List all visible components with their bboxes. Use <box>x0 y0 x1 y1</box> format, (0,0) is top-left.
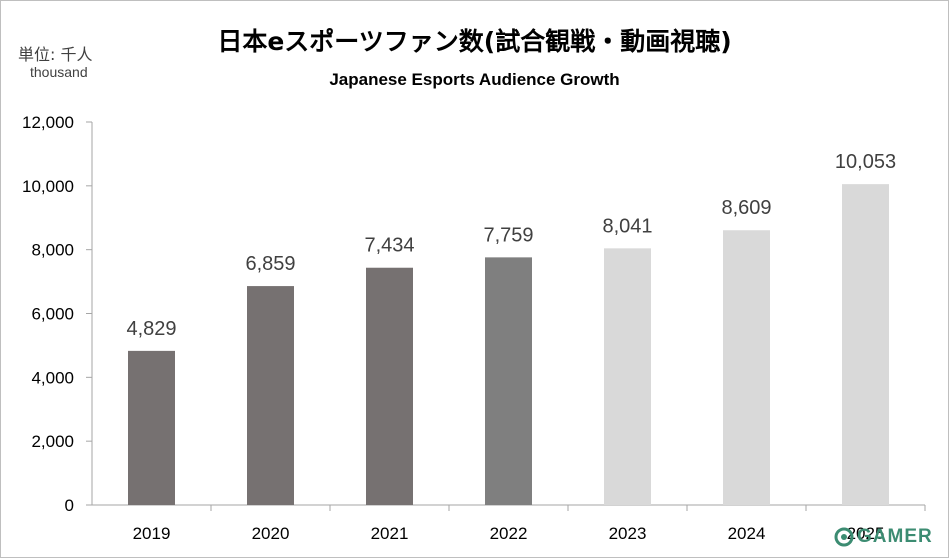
watermark-text: GAMER <box>857 526 933 547</box>
gamer-watermark: GAMER <box>834 526 933 548</box>
chart-subtitle: Japanese Esports Audience Growth <box>329 70 620 89</box>
gamer-logo-icon <box>834 527 854 547</box>
x-tick-label-2021: 2021 <box>371 524 409 543</box>
y-tick-label: 12,000 <box>22 113 74 132</box>
bar-2023 <box>604 248 651 505</box>
data-label-2021: 7,434 <box>364 235 414 257</box>
unit-label-en: thousand <box>30 64 88 80</box>
x-tick-label-2023: 2023 <box>609 524 647 543</box>
bar-2019 <box>128 350 175 505</box>
y-tick-label: 6,000 <box>31 305 74 324</box>
y-tick-label: 0 <box>65 496 74 515</box>
y-tick-label: 4,000 <box>31 368 74 387</box>
y-tick-label: 8,000 <box>31 241 74 260</box>
data-label-2019: 4,829 <box>126 318 176 340</box>
bar-2020 <box>247 286 294 505</box>
data-label-2025: 10,053 <box>835 151 896 173</box>
bar-2024 <box>723 230 770 505</box>
data-label-2022: 7,759 <box>483 224 533 246</box>
x-tick-label-2020: 2020 <box>252 524 290 543</box>
y-tick-label: 10,000 <box>22 177 74 196</box>
chart-title: 日本eスポーツファン数(試合観戦・動画視聴) <box>217 27 732 56</box>
y-tick-label: 2,000 <box>31 432 74 451</box>
bar-2025 <box>842 184 889 505</box>
x-tick-label-2019: 2019 <box>133 524 171 543</box>
data-label-2024: 8,609 <box>721 197 771 219</box>
data-label-2023: 8,041 <box>602 215 652 237</box>
x-tick-label-2024: 2024 <box>728 524 766 543</box>
bar-2022 <box>485 257 532 505</box>
x-tick-label-2025: 2025 <box>847 524 885 543</box>
x-tick-label-2022: 2022 <box>490 524 528 543</box>
unit-label-ja: 単位: 千人 <box>18 45 93 64</box>
bar-2021 <box>366 267 413 505</box>
data-label-2020: 6,859 <box>245 253 295 275</box>
